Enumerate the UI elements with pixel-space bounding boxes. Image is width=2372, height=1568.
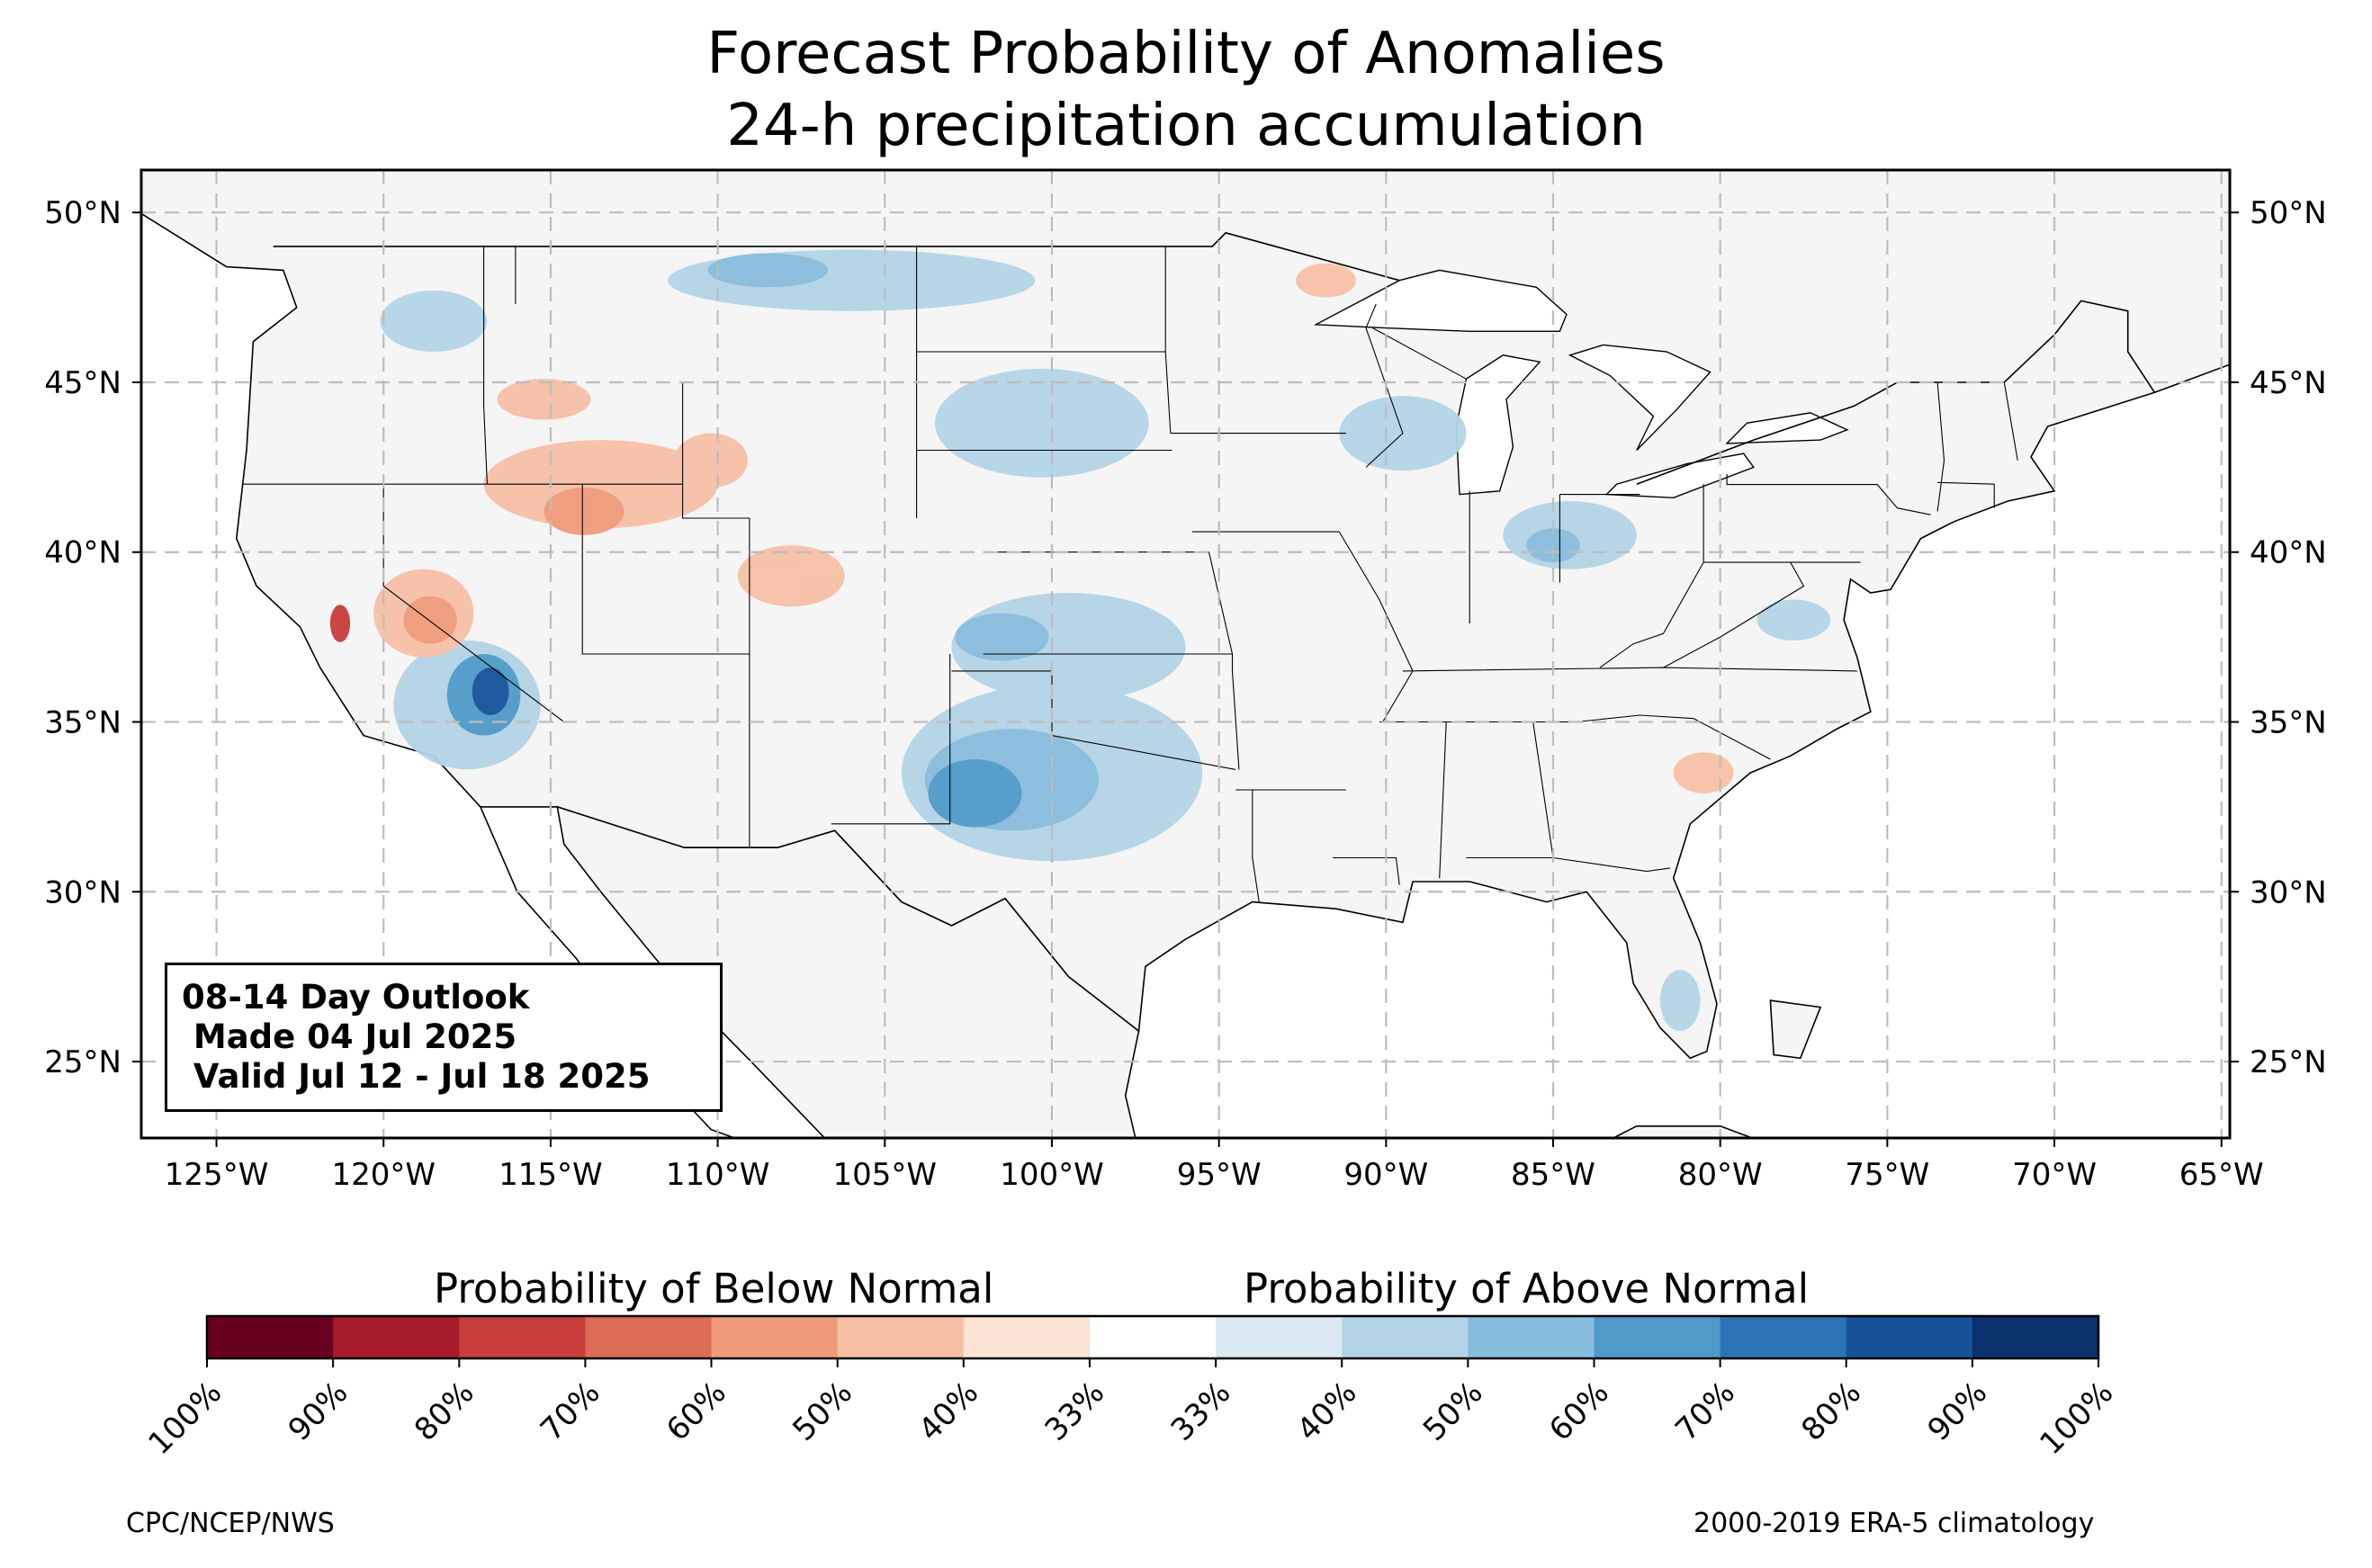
colorbar-swatch — [585, 1316, 712, 1358]
outlook-valid-dates: Valid Jul 12 - Jul 18 2025 — [182, 1057, 651, 1096]
outlook-info-box: 08-14 Day Outlook Made 04 Jul 2025 Valid… — [165, 963, 723, 1112]
anomaly-region-above — [1757, 599, 1831, 641]
anomaly-region-above — [1659, 970, 1701, 1032]
lat-tick-label-left: 25°N — [44, 1044, 121, 1080]
lake-huron — [1568, 344, 1712, 451]
lon-tick-label: 80°W — [1678, 1157, 1763, 1193]
lon-tick-label: 85°W — [1511, 1157, 1595, 1193]
lon-tick-label: 75°W — [1845, 1157, 1929, 1193]
lat-tick-label-left: 40°N — [44, 535, 121, 571]
lake-erie — [1604, 452, 1755, 499]
map-axis-ticks: 125°W 120°W 115°W 110°W 105°W 100°W 95°W 90°W 85… — [44, 195, 2326, 1193]
colorbar-tick-label: 100% — [141, 1375, 229, 1462]
colorbar-swatch — [1720, 1316, 1847, 1358]
lat-tick-label-right: 40°N — [2250, 535, 2327, 571]
credit-left: CPC/NCEP/NWS — [126, 1508, 335, 1539]
anomaly-region-above — [472, 668, 509, 715]
lake-michigan — [1455, 354, 1541, 496]
lon-tick-label: 100°W — [1000, 1157, 1104, 1193]
colorbar-tick-label: 33% — [1164, 1375, 1238, 1448]
colorbar-tick-label: 90% — [282, 1375, 355, 1448]
lon-tick-label: 120°W — [331, 1157, 436, 1193]
lon-tick-label: 105°W — [833, 1157, 938, 1193]
colorbar-swatch — [1846, 1316, 1973, 1358]
colorbar-tick-label: 33% — [1038, 1375, 1112, 1448]
colorbar-swatch — [1468, 1316, 1595, 1358]
lat-tick-label-left: 35°N — [44, 705, 121, 741]
colorbar-tick-label: 50% — [786, 1375, 859, 1448]
anomaly-region-below — [403, 596, 457, 644]
anomaly-region-below — [674, 433, 748, 488]
map-panel — [139, 168, 2232, 1140]
anomaly-region-below — [737, 545, 845, 607]
colorbar-tick-label: 40% — [912, 1375, 985, 1448]
anomaly-region-above — [955, 613, 1049, 661]
colorbar-above-label: Probability of Above Normal — [1244, 1265, 1810, 1313]
anomaly-region-below — [497, 379, 591, 420]
anomaly-region-above — [380, 291, 488, 352]
credit-right: 2000-2019 ERA-5 climatology — [1694, 1508, 2095, 1539]
colorbar-below-label: Probability of Below Normal — [434, 1265, 994, 1313]
anomaly-region-below — [329, 605, 351, 642]
colorbar: 100% 90% 80% 70% 60% 50% 40% 33% 33% 40% 50% 60% 70%… — [141, 1314, 2120, 1462]
colorbar-tick-label: 50% — [1416, 1375, 1490, 1448]
lon-tick-label: 90°W — [1343, 1157, 1428, 1193]
lat-tick-label-left: 50°N — [44, 195, 121, 231]
outlook-period: 08-14 Day Outlook — [182, 978, 530, 1017]
lat-tick-label-left: 45°N — [44, 365, 121, 401]
lake-superior — [1313, 269, 1568, 332]
colorbar-tick-label: 60% — [660, 1375, 733, 1448]
colorbar-tick-label: 80% — [1794, 1375, 1868, 1448]
colorbar-swatch — [1089, 1316, 1217, 1358]
lon-tick-label: 70°W — [2012, 1157, 2097, 1193]
lat-tick-label-left: 30°N — [44, 874, 121, 910]
colorbar-swatch — [711, 1316, 839, 1358]
lon-tick-label: 65°W — [2179, 1157, 2264, 1193]
colorbar-tick-label: 40% — [1290, 1375, 1364, 1448]
colorbar-swatch — [1972, 1316, 2099, 1358]
lon-tick-label: 125°W — [165, 1157, 269, 1193]
lat-tick-label-right: 45°N — [2250, 365, 2327, 401]
colorbar-tick-label: 60% — [1542, 1375, 1616, 1448]
colorbar-swatch — [207, 1316, 334, 1358]
map-title-line2: 24-h precipitation accumulation — [726, 93, 1646, 159]
country-borders — [273, 231, 2156, 485]
colorbar-tick-label: 100% — [2033, 1375, 2120, 1462]
colorbar-swatch — [1216, 1316, 1343, 1358]
colorbar-swatch — [963, 1316, 1091, 1358]
colorbar-swatch — [1342, 1316, 1469, 1358]
colorbar-tick-label: 70% — [1668, 1375, 1742, 1448]
colorbar-swatch — [1594, 1316, 1721, 1358]
anomaly-region-below — [1673, 752, 1734, 793]
land-bahamas — [1769, 999, 1822, 1060]
lon-tick-label: 110°W — [666, 1157, 770, 1193]
colorbar-tick-label: 70% — [534, 1375, 607, 1448]
anomaly-region-above — [935, 368, 1149, 478]
land-mexico — [480, 805, 1140, 1138]
outlook-made-date: Made 04 Jul 2025 — [182, 1017, 517, 1056]
lon-tick-label: 115°W — [499, 1157, 603, 1193]
colorbar-swatch — [333, 1316, 460, 1358]
land-cuba — [1612, 1125, 1755, 1138]
colorbar-swatch — [459, 1316, 586, 1358]
anomaly-region-below — [1296, 263, 1356, 298]
lat-tick-label-right: 35°N — [2250, 705, 2327, 741]
colorbar-tick-label: 90% — [1921, 1375, 1995, 1448]
map-frame — [139, 168, 2232, 1140]
lat-tick-label-right: 50°N — [2250, 195, 2327, 231]
anomaly-region-above — [707, 253, 829, 288]
colorbar-swatch — [837, 1316, 965, 1358]
colorbar-tick-label: 80% — [408, 1375, 481, 1448]
lon-tick-label: 95°W — [1177, 1157, 1262, 1193]
anomaly-region-below — [544, 488, 624, 535]
lat-tick-label-right: 25°N — [2250, 1044, 2327, 1080]
colorbar-frame — [205, 1314, 2100, 1360]
anomaly-region-above — [928, 759, 1022, 828]
lat-tick-label-right: 30°N — [2250, 874, 2327, 910]
map-title-line1: Forecast Probability of Anomalies — [706, 21, 1666, 87]
